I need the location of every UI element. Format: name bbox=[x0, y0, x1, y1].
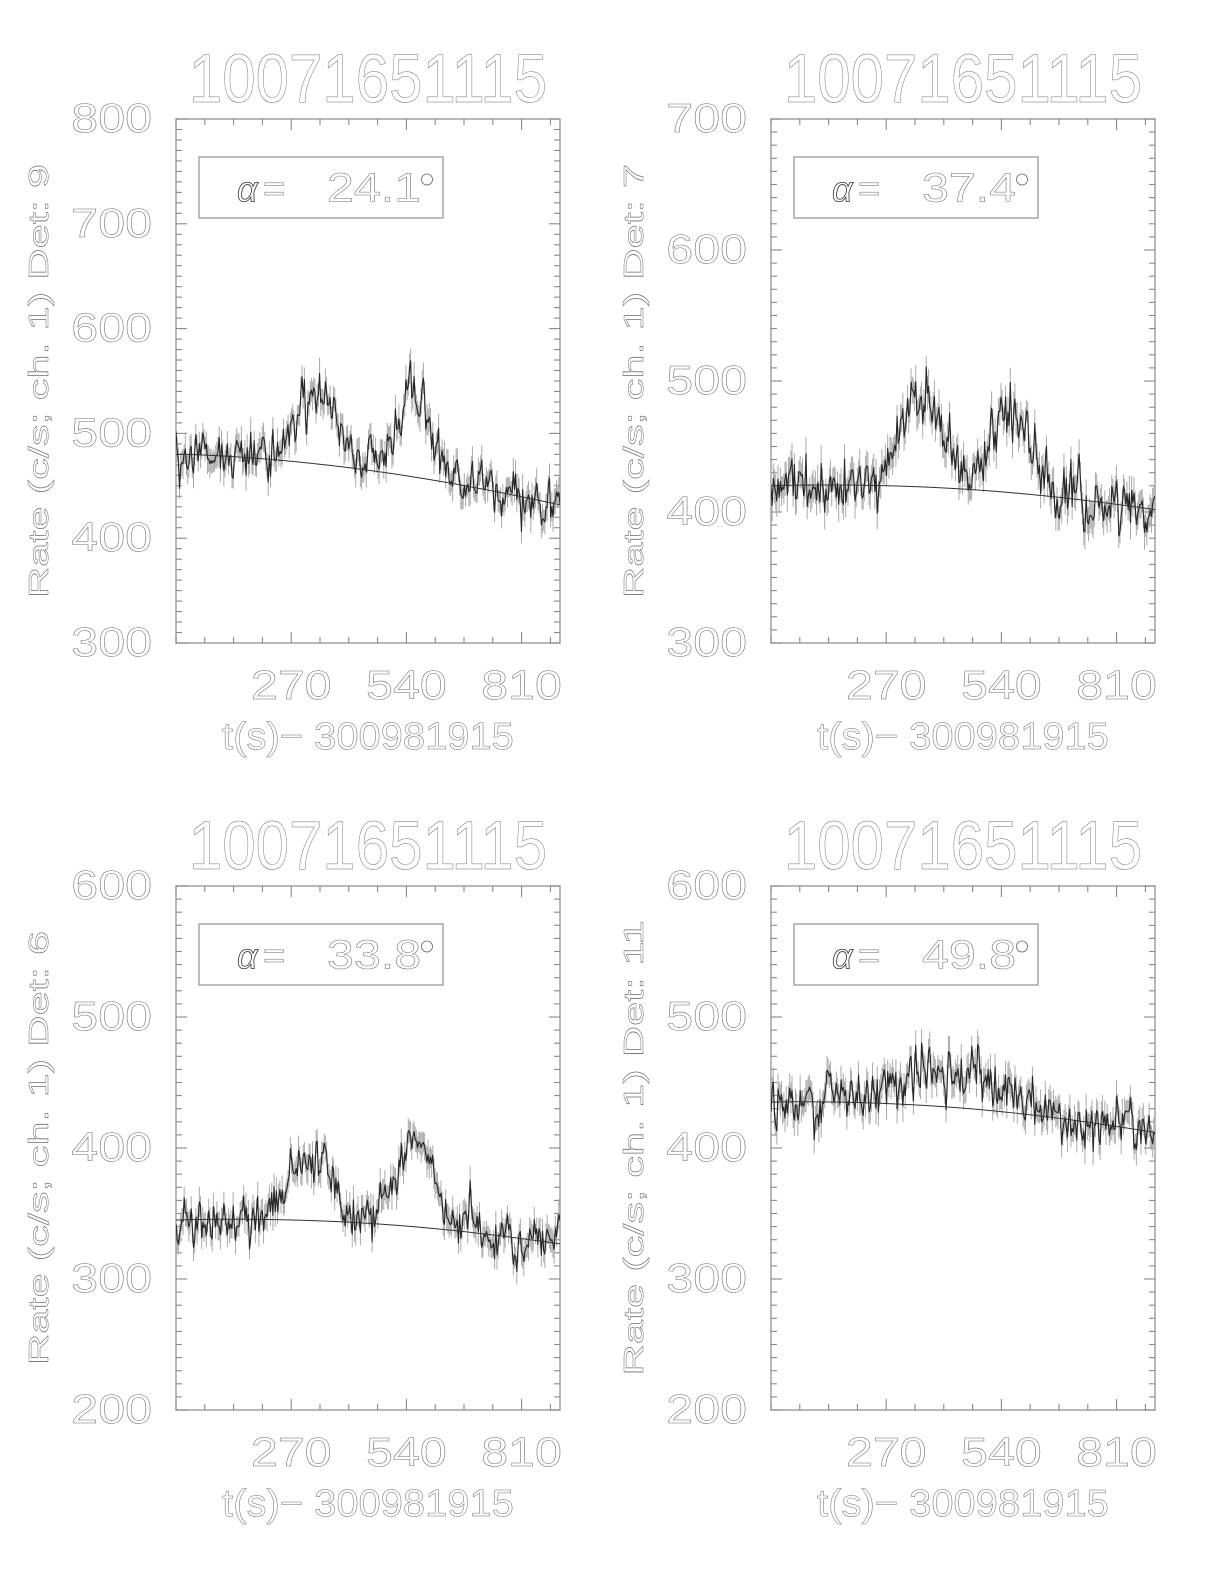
svg-text:24.1: 24.1 bbox=[327, 164, 421, 211]
svg-text:810: 810 bbox=[481, 1429, 562, 1476]
svg-text:600: 600 bbox=[71, 862, 152, 909]
svg-text:Rate (c/s; ch. 1) Det: 7: Rate (c/s; ch. 1) Det: 7 bbox=[618, 164, 649, 598]
svg-text:10071651115: 10071651115 bbox=[189, 39, 547, 117]
svg-text:t(s)− 300981915: t(s)− 300981915 bbox=[222, 716, 514, 758]
svg-text:t(s)− 300981915: t(s)− 300981915 bbox=[817, 716, 1109, 758]
svg-text:400: 400 bbox=[666, 1124, 747, 1171]
svg-text:=: = bbox=[263, 936, 285, 978]
svg-text:540: 540 bbox=[366, 662, 447, 709]
svg-text:270: 270 bbox=[846, 1429, 927, 1476]
svg-text:Rate (c/s; ch. 1) Det: 9: Rate (c/s; ch. 1) Det: 9 bbox=[23, 164, 54, 598]
svg-text:600: 600 bbox=[666, 226, 747, 273]
svg-text:10071651115: 10071651115 bbox=[189, 806, 547, 884]
svg-text:500: 500 bbox=[666, 357, 747, 404]
svg-text:800: 800 bbox=[71, 95, 152, 142]
svg-text:49.8: 49.8 bbox=[922, 931, 1016, 978]
svg-text:300: 300 bbox=[71, 1255, 152, 1302]
svg-text:700: 700 bbox=[666, 95, 747, 142]
svg-text:10071651115: 10071651115 bbox=[784, 39, 1142, 117]
svg-text:700: 700 bbox=[71, 199, 152, 246]
svg-text:270: 270 bbox=[846, 662, 927, 709]
svg-text:540: 540 bbox=[961, 662, 1042, 709]
svg-text:α: α bbox=[237, 169, 259, 210]
svg-text:=: = bbox=[263, 169, 285, 211]
svg-text:200: 200 bbox=[71, 1386, 152, 1433]
svg-text:Rate (c/s; ch. 1) Det: 11: Rate (c/s; ch. 1) Det: 11 bbox=[618, 920, 649, 1375]
svg-text:270: 270 bbox=[251, 662, 332, 709]
svg-text:α: α bbox=[832, 936, 854, 977]
svg-text:540: 540 bbox=[961, 1429, 1042, 1476]
svg-text:810: 810 bbox=[481, 662, 562, 709]
svg-text:Rate (c/s; ch. 1) Det: 6: Rate (c/s; ch. 1) Det: 6 bbox=[23, 931, 54, 1365]
svg-text:t(s)− 300981915: t(s)− 300981915 bbox=[817, 1483, 1109, 1525]
svg-text:10071651115: 10071651115 bbox=[784, 806, 1142, 884]
svg-text:300: 300 bbox=[71, 619, 152, 666]
svg-text:=: = bbox=[858, 169, 880, 211]
svg-text:500: 500 bbox=[666, 993, 747, 1040]
svg-text:300: 300 bbox=[666, 619, 747, 666]
svg-text:37.4: 37.4 bbox=[922, 164, 1016, 211]
svg-text:500: 500 bbox=[71, 409, 152, 456]
svg-text:600: 600 bbox=[666, 862, 747, 909]
svg-text:600: 600 bbox=[71, 304, 152, 351]
svg-text:300: 300 bbox=[666, 1255, 747, 1302]
svg-text:400: 400 bbox=[71, 514, 152, 561]
svg-text:α: α bbox=[832, 169, 854, 210]
svg-text:400: 400 bbox=[666, 488, 747, 535]
svg-text:810: 810 bbox=[1076, 662, 1157, 709]
svg-text:33.8: 33.8 bbox=[327, 931, 421, 978]
svg-text:540: 540 bbox=[366, 1429, 447, 1476]
svg-text:810: 810 bbox=[1076, 1429, 1157, 1476]
svg-text:270: 270 bbox=[251, 1429, 332, 1476]
svg-text:α: α bbox=[237, 936, 259, 977]
svg-text:400: 400 bbox=[71, 1124, 152, 1171]
svg-text:500: 500 bbox=[71, 993, 152, 1040]
svg-text:t(s)− 300981915: t(s)− 300981915 bbox=[222, 1483, 514, 1525]
svg-text:=: = bbox=[858, 936, 880, 978]
svg-text:200: 200 bbox=[666, 1386, 747, 1433]
